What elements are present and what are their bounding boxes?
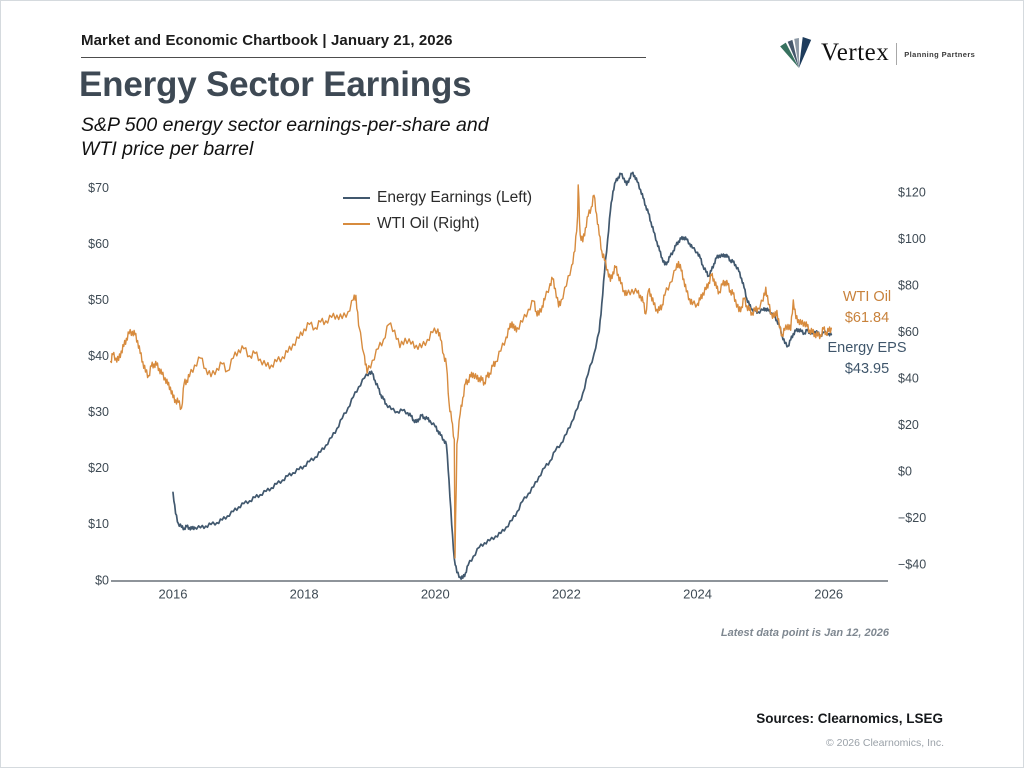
subtitle-line-2: WTI price per barrel [81,138,254,160]
x-axis-tick: 2018 [290,586,319,601]
legend-label-wti-oil: WTI Oil (Right) [377,215,479,232]
right-axis-tick: −$40 [898,557,926,571]
sources-text: Sources: Clearnomics, LSEG [756,711,943,726]
x-axis-tick: 2024 [683,586,712,601]
left-axis-tick: $0 [95,573,109,587]
vertex-logo: Vertex Planning Partners [779,37,975,69]
right-axis-tick: $100 [898,232,926,246]
copyright-text: © 2026 Clearnomics, Inc. [825,737,944,749]
left-axis-tick: $40 [88,349,109,363]
left-axis-tick: $10 [88,517,109,531]
annotation-value-energy-eps: $43.95 [845,361,889,377]
left-axis-tick: $50 [88,293,109,307]
x-axis-tick: 2016 [159,586,188,601]
chart-subtitle: S&P 500 energy sector earnings-per-share… [81,113,489,161]
header-rule [81,57,646,58]
logo-tagline: Planning Partners [904,50,976,59]
left-axis-tick: $60 [88,237,109,251]
logo-divider [896,43,898,65]
chart-footnote: Latest data point is Jan 12, 2026 [720,627,889,639]
line-chart: $0 $10 $20 $30 $40 $50 $60 $70 −$40 −$20 $0 $20 $40 $… [88,171,926,601]
annotation-value-wti-oil: $61.84 [845,310,889,326]
vertex-fan-icon [780,37,812,69]
logo-brand: Vertex [821,39,890,66]
subtitle-line-1: S&P 500 energy sector earnings-per-share… [81,114,489,136]
x-axis-tick: 2022 [552,586,581,601]
right-axis-tick: $60 [898,325,919,339]
x-axis-tick: 2020 [421,586,450,601]
annotation-label-wti-oil: WTI Oil [843,289,891,305]
annotation-label-energy-eps: Energy EPS [828,340,907,356]
wti-oil-line [110,184,832,559]
x-axis-tick: 2026 [814,586,843,601]
right-axis-tick: −$20 [898,511,926,525]
right-axis-tick: $0 [898,464,912,478]
energy-earnings-line [172,171,833,580]
right-axis-tick: $120 [898,185,926,199]
left-axis-tick: $30 [88,405,109,419]
left-axis-tick: $70 [88,181,109,195]
left-axis-tick: $20 [88,461,109,475]
right-axis-tick: $40 [898,371,919,385]
chartbook-header: Market and Economic Chartbook | January … [81,32,453,49]
right-axis-tick: $80 [898,278,919,292]
legend-label-energy-earnings: Energy Earnings (Left) [377,189,532,206]
right-axis-tick: $20 [898,418,919,432]
page-title: Energy Sector Earnings [79,65,472,104]
